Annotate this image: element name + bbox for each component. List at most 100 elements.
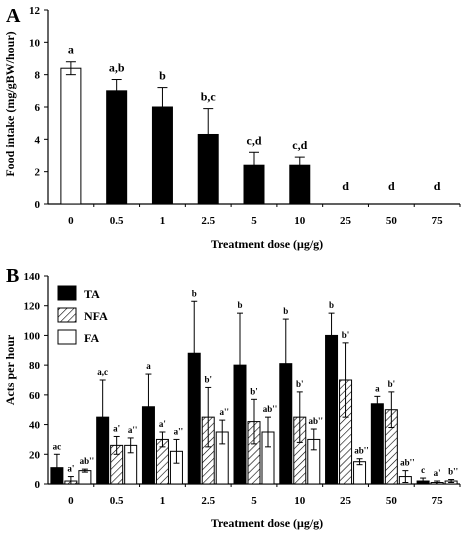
panel-b-x-tick-label: 1	[160, 495, 166, 507]
panel-b-y-tick-label: 20	[29, 449, 41, 461]
panel-b-significance-label: a''	[174, 426, 184, 436]
panel-a-significance-label: a,b	[109, 61, 125, 75]
panel-b: B Acts per hour Treatment dose (μg/g) 0 2…	[3, 265, 461, 530]
panel-b-bar	[141, 406, 155, 485]
panel-b-significance-label: b'	[342, 330, 350, 340]
panel-a-x-tick-label: 0.5	[110, 215, 124, 227]
panel-b-significance-label: a,c	[97, 367, 108, 377]
panel-a-y-tick-label: 8	[35, 70, 41, 82]
panel-b-bar	[96, 416, 110, 485]
panel-b-bar	[370, 403, 384, 485]
panel-a-significance-label: d	[342, 179, 349, 193]
panel-b-significance-label: a'	[159, 419, 166, 429]
panel-a-x-axis-label: Treatment dose (μg/g)	[211, 237, 323, 251]
panel-a-plot: 0 2 4 6 8 10 12 0 a 0.5 a,b 1 b 2.5 b,c 5 c,d 10 c,d 25 d 50 d…	[29, 5, 461, 227]
panel-a-y-tick-label: 12	[29, 5, 41, 17]
panel-a-y-tick-label: 0	[35, 199, 41, 211]
panel-b-x-tick-label: 5	[251, 495, 257, 507]
legend-label-nfa: NFA	[84, 309, 108, 323]
panel-b-significance-label: a''	[219, 407, 229, 417]
legend-swatch-ta	[57, 285, 77, 301]
panel-b-bar	[187, 352, 201, 485]
panel-b-bar	[279, 363, 293, 485]
panel-b-x-tick-label: 75	[432, 495, 444, 507]
panel-b-x-tick-label: 25	[340, 495, 352, 507]
panel-a-y-axis-label: Food intake (mg/gBW/hour)	[3, 31, 17, 176]
panel-b-x-axis-label: Treatment dose (μg/g)	[211, 516, 323, 530]
panel-b-label: B	[6, 265, 19, 287]
panel-b-y-tick-label: 60	[29, 390, 41, 402]
panel-b-significance-label: b	[192, 288, 197, 298]
panel-a-significance-label: c,d	[247, 133, 262, 147]
panel-a-significance-label: c,d	[292, 138, 307, 152]
panel-b-x-tick-label: 0	[68, 495, 74, 507]
panel-b-significance-label: b	[283, 306, 288, 316]
panel-a-x-tick-label: 0	[68, 215, 74, 227]
panel-b-bar	[416, 480, 430, 485]
panel-b-y-tick-label: 80	[29, 360, 41, 372]
panel-b-y-tick-label: 100	[24, 330, 41, 342]
panel-b-significance-label: b'	[296, 379, 304, 389]
panel-a-y-tick-label: 2	[35, 167, 41, 179]
panel-a-significance-label: d	[434, 179, 441, 193]
panel-b-significance-label: b	[329, 300, 334, 310]
panel-a-bar	[197, 133, 219, 205]
panel-a-significance-label: d	[388, 179, 395, 193]
panel-b-significance-label: a''	[128, 425, 138, 435]
legend-label-fa: FA	[84, 331, 99, 345]
panel-b-x-tick-label: 0.5	[110, 495, 124, 507]
panel-a-x-tick-label: 1	[160, 215, 166, 227]
legend-swatch-nfa	[57, 307, 77, 323]
panel-b-bar	[78, 470, 92, 485]
panel-b-significance-label: c	[421, 465, 425, 475]
panel-b-significance-label: b'	[204, 374, 212, 384]
panel-a-x-tick-label: 75	[432, 215, 444, 227]
panel-b-significance-label: b	[237, 300, 242, 310]
panel-b-x-tick-label: 2.5	[201, 495, 215, 507]
panel-a-label: A	[6, 5, 21, 27]
panel-b-bar	[233, 364, 247, 485]
panel-b-significance-label: a'	[113, 423, 120, 433]
panel-b-significance-label: ab''	[80, 456, 95, 466]
panel-b-y-tick-label: 0	[35, 479, 41, 491]
panel-b-x-tick-label: 10	[294, 495, 306, 507]
panel-b-bar	[50, 467, 64, 485]
panel-a-significance-label: a	[68, 43, 74, 57]
panel-a-x-tick-label: 2.5	[201, 215, 215, 227]
panel-a-y-tick-label: 4	[35, 134, 41, 146]
panel-a-x-tick-label: 25	[340, 215, 352, 227]
panel-a-x-tick-label: 50	[386, 215, 398, 227]
panel-a-x-tick-label: 10	[294, 215, 306, 227]
panel-a-significance-label: b	[159, 69, 166, 83]
panel-a-bar	[60, 67, 82, 205]
panel-b-y-tick-label: 120	[24, 301, 41, 313]
panel-a-y-tick-label: 10	[29, 37, 41, 49]
panel-a-bar	[289, 164, 311, 205]
legend-label-ta: TA	[84, 287, 100, 301]
panel-a-bar	[243, 164, 265, 205]
panel-b-significance-label: ab''	[354, 446, 369, 456]
legend-swatch-fa	[57, 329, 77, 345]
panel-b-significance-label: ab''	[309, 416, 324, 426]
panel-a-x-tick-label: 5	[251, 215, 257, 227]
panel-b-significance-label: a'	[434, 468, 441, 478]
panel-b-significance-label: a	[146, 361, 151, 371]
panel-b-significance-label: b''	[448, 467, 458, 477]
panel-a-bar	[106, 90, 128, 205]
panel-b-y-axis-label: Acts per hour	[3, 334, 17, 405]
panel-b-significance-label: ab''	[263, 404, 278, 414]
panel-b-y-tick-label: 40	[29, 420, 41, 432]
panel-b-significance-label: ac	[53, 441, 62, 451]
panel-a: A Food intake (mg/gBW/hour) Treatment do…	[3, 5, 461, 251]
panel-b-significance-label: a	[375, 383, 380, 393]
panel-b-significance-label: ab''	[400, 458, 415, 468]
panel-a-y-tick-label: 6	[35, 102, 41, 114]
panel-b-significance-label: a'	[67, 464, 74, 474]
panel-a-significance-label: b,c	[201, 90, 217, 104]
panel-b-y-tick-label: 140	[24, 271, 41, 283]
panel-b-bar	[325, 334, 339, 485]
panel-b-significance-label: b'	[388, 379, 396, 389]
panel-a-bar	[151, 106, 173, 205]
